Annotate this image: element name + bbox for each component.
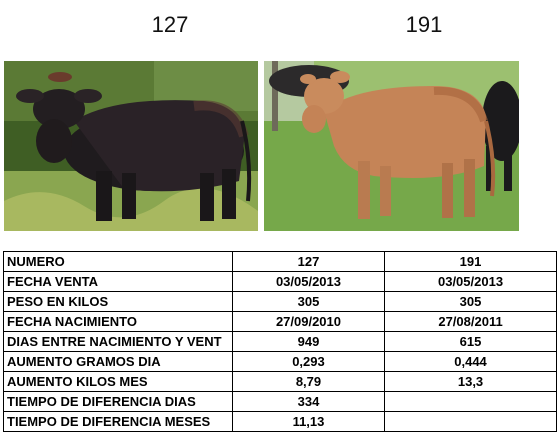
table-row: TIEMPO DE DIFERENCIA DIAS 334 bbox=[3, 391, 557, 412]
row-label: DIAS ENTRE NACIMIENTO Y VENT bbox=[3, 331, 233, 352]
value-191: 03/05/2013 bbox=[384, 271, 557, 292]
row-label: AUMENTO KILOS MES bbox=[3, 371, 233, 392]
value-127: 334 bbox=[231, 391, 386, 412]
table-row: NUMERO 127 191 bbox=[3, 251, 557, 272]
row-label: FECHA NACIMIENTO bbox=[3, 311, 233, 332]
table-row: AUMENTO KILOS MES 8,79 13,3 bbox=[3, 371, 557, 392]
row-label: AUMENTO GRAMOS DIA bbox=[3, 351, 233, 372]
value-191 bbox=[384, 391, 557, 412]
value-127: 305 bbox=[231, 291, 386, 312]
value-127: 27/09/2010 bbox=[231, 311, 386, 332]
row-label: FECHA VENTA bbox=[3, 271, 233, 292]
table-row: AUMENTO GRAMOS DIA 0,293 0,444 bbox=[3, 351, 557, 372]
value-127: 0,293 bbox=[231, 351, 386, 372]
value-191: 191 bbox=[384, 251, 557, 272]
value-127: 8,79 bbox=[231, 371, 386, 392]
value-191: 305 bbox=[384, 291, 557, 312]
value-191: 0,444 bbox=[384, 351, 557, 372]
value-191: 27/08/2011 bbox=[384, 311, 557, 332]
row-label: NUMERO bbox=[3, 251, 233, 272]
value-191: 615 bbox=[384, 331, 557, 352]
black-cow-photo bbox=[4, 61, 258, 231]
value-127: 11,13 bbox=[231, 411, 386, 432]
value-127: 949 bbox=[231, 331, 386, 352]
value-191: 13,3 bbox=[384, 371, 557, 392]
value-127: 03/05/2013 bbox=[231, 271, 386, 292]
brown-cow-photo bbox=[264, 61, 519, 231]
header-127: 127 bbox=[151, 12, 189, 37]
row-label: TIEMPO DE DIFERENCIA DIAS bbox=[3, 391, 233, 412]
table-row: FECHA VENTA 03/05/2013 03/05/2013 bbox=[3, 271, 557, 292]
header-191: 191 bbox=[405, 12, 443, 37]
table-row: DIAS ENTRE NACIMIENTO Y VENT 949 615 bbox=[3, 331, 557, 352]
value-191 bbox=[384, 411, 557, 432]
comparison-table: NUMERO 127 191 FECHA VENTA 03/05/2013 03/05/2… bbox=[3, 251, 557, 432]
table-row: FECHA NACIMIENTO 27/09/2010 27/08/2011 bbox=[3, 311, 557, 332]
table-row: PESO EN KILOS 305 305 bbox=[3, 291, 557, 312]
table-row: TIEMPO DE DIFERENCIA MESES 11,13 bbox=[3, 411, 557, 432]
row-label: TIEMPO DE DIFERENCIA MESES bbox=[3, 411, 233, 432]
value-127: 127 bbox=[231, 251, 386, 272]
row-label: PESO EN KILOS bbox=[3, 291, 233, 312]
